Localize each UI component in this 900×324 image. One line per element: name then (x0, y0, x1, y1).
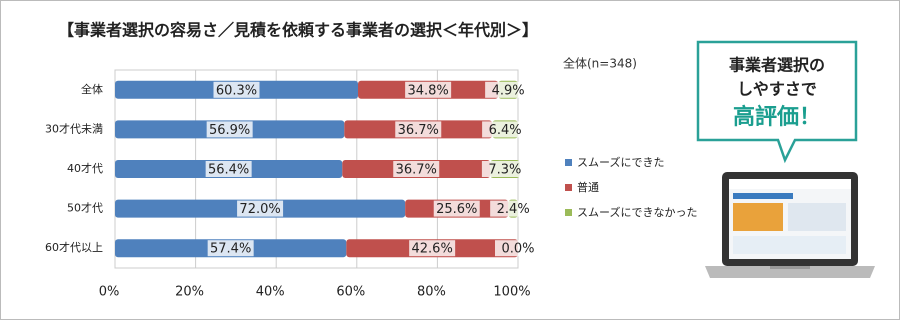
value-label-bg (205, 161, 252, 177)
value-label-bg (207, 240, 254, 257)
callout-line: 事業者選択の (729, 56, 825, 75)
value-label: 7.3% (488, 163, 521, 178)
value-label: 36.7% (398, 123, 439, 138)
value-label-bg (237, 200, 284, 217)
value-label: 25.6% (436, 202, 477, 217)
y-tick-label: 30才代未満 (45, 121, 103, 135)
value-label: 4.9% (492, 83, 525, 98)
value-label-bg (405, 81, 452, 98)
x-tick-label: 0% (99, 285, 120, 300)
value-label: 6.4% (489, 123, 522, 138)
value-label-bg (206, 121, 253, 138)
value-label: 0.0% (501, 242, 534, 257)
value-label: 56.9% (209, 123, 250, 138)
value-label: 60.3% (216, 83, 257, 98)
legend-swatch (565, 159, 572, 166)
x-tick-label: 100% (493, 285, 530, 300)
legend-label: スムーズにできた (577, 155, 664, 169)
value-label: 57.4% (210, 242, 251, 257)
value-label-bg (433, 200, 480, 217)
value-label-bg (481, 161, 528, 177)
value-label: 34.8% (407, 83, 448, 98)
value-label: 72.0% (239, 202, 280, 217)
value-label: 2.4% (497, 202, 530, 217)
value-label: 56.4% (208, 163, 249, 178)
value-label-bg (409, 240, 456, 257)
callout-line: しやすさで (737, 80, 817, 99)
y-tick-label: 60才代以上 (45, 240, 103, 254)
value-label: 42.6% (412, 242, 453, 257)
legend-label: スムーズにできなかった (577, 205, 697, 219)
legend-label: 普通 (577, 180, 599, 194)
value-label-bg (490, 200, 537, 217)
laptop-illustration (705, 172, 875, 278)
value-label: 36.7% (396, 163, 437, 178)
callout-bubble (696, 40, 858, 164)
y-tick-label: 40才代 (67, 161, 103, 175)
x-tick-label: 40% (256, 285, 285, 300)
value-label-bg (485, 81, 532, 98)
legend-swatch (565, 209, 572, 216)
x-tick-label: 60% (336, 285, 365, 300)
x-tick-label: 80% (417, 285, 446, 300)
legend-swatch (565, 184, 572, 191)
y-tick-label: 50才代 (67, 201, 103, 215)
callout-highlight: 高評価！ (733, 104, 821, 130)
chart-note: 全体(n=348) (563, 56, 637, 71)
value-label-bg (393, 161, 440, 177)
value-label-bg (395, 121, 442, 138)
x-tick-label: 20% (175, 285, 204, 300)
value-label-bg (482, 121, 529, 138)
chart-title: 【事業者選択の容易さ／見積を依頼する事業者の選択＜年代別＞】 (58, 21, 538, 40)
y-tick-label: 全体 (81, 82, 103, 96)
value-label-bg (213, 81, 260, 98)
value-label-bg (495, 240, 541, 257)
